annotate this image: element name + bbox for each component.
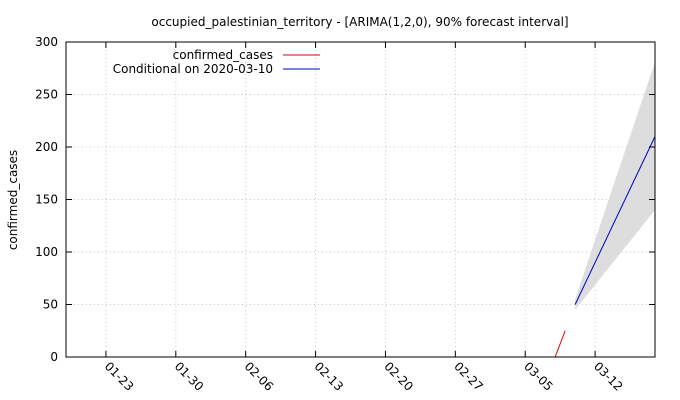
forecast-interval-layer	[575, 61, 655, 310]
x-tick-label: 01-30	[172, 359, 207, 394]
y-tick-label: 150	[35, 193, 58, 207]
y-axis-label: confirmed_cases	[6, 150, 20, 250]
x-tick-label: 02-06	[242, 359, 277, 394]
x-tick-label: 03-12	[591, 359, 626, 394]
x-tick-label: 02-20	[381, 359, 416, 394]
grid-lines	[66, 42, 655, 357]
series-line-1	[554, 330, 566, 358]
y-tick-label: 100	[35, 245, 58, 259]
x-tick-label: 01-23	[102, 359, 137, 394]
x-tick-label: 02-13	[311, 359, 346, 394]
y-tick-label: 250	[35, 88, 58, 102]
y-tick-label: 300	[35, 35, 58, 49]
chart-title: occupied_palestinian_territory - [ARIMA(…	[151, 15, 568, 29]
y-tick-label: 50	[43, 298, 58, 312]
forecast-interval-band	[575, 61, 655, 310]
y-tick-label: 200	[35, 140, 58, 154]
x-tick-label: 03-05	[521, 359, 556, 394]
y-tick-label: 0	[50, 350, 58, 364]
legend-label-2: Conditional on 2020-03-10	[113, 62, 273, 76]
x-tick-label: 02-27	[451, 359, 486, 394]
series-line-2	[574, 136, 656, 305]
series-layer	[554, 136, 656, 358]
legend-label-1: confirmed_cases	[173, 48, 273, 62]
